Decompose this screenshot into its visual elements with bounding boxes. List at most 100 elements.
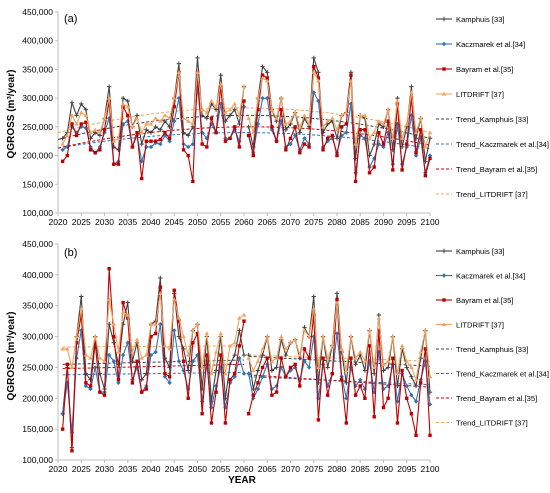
panel-b-y-axis-label: QGROSS (m³/year) — [6, 312, 17, 401]
panel-b-data-point — [419, 381, 423, 385]
panel-a-trend-line-4 — [57, 107, 431, 134]
panel-a-data-point — [167, 136, 172, 141]
panel-b-data-point — [102, 358, 107, 363]
panel-b-data-point — [363, 396, 367, 400]
panel-a-data-point — [283, 127, 289, 132]
panel-a-data-point — [60, 159, 65, 164]
panel-a-data-point — [218, 72, 223, 78]
panel-a-data-point — [372, 165, 376, 169]
panel-a-x-tick-label: 2055 — [211, 217, 230, 227]
panel-b-data-point — [367, 344, 372, 348]
panel-b-legend-swatch-marker — [441, 273, 447, 278]
panel-a-data-point — [130, 124, 135, 129]
panel-a-data-point — [306, 121, 312, 126]
panel-b-data-point — [344, 368, 349, 373]
panel-a-data-point — [93, 151, 97, 155]
panel-a-series-line-4 — [62, 72, 245, 145]
panel-a-legend-swatch-marker — [441, 91, 447, 96]
panel-a-data-point — [386, 119, 390, 123]
panel-b-x-tick-label: 2070 — [281, 464, 300, 474]
panel-b-series-line-1 — [62, 277, 245, 448]
panel-b-data-point — [190, 328, 196, 332]
panel-a-data-point — [195, 84, 200, 89]
panel-a-data-point — [302, 136, 307, 141]
panel-a-y-tick-label: 400,000 — [22, 36, 53, 46]
panel-a-data-point — [423, 173, 428, 178]
panel-b-data-point — [246, 412, 251, 416]
panel-a-series-line-3 — [62, 72, 245, 182]
panel-a-data-point — [265, 95, 270, 101]
panel-a-data-point — [293, 125, 297, 129]
panel-b-data-point — [302, 347, 307, 351]
panel-b-data-point — [88, 386, 93, 392]
panel-a-data-point — [112, 162, 116, 166]
panel-a-data-point — [269, 107, 275, 112]
panel-a-data-point — [385, 107, 391, 112]
panel-a-data-point — [148, 144, 154, 150]
panel-a-data-point — [204, 116, 209, 121]
panel-a-data-point — [125, 98, 130, 104]
panel-b-data-point — [223, 421, 228, 425]
panel-b-data-point — [274, 355, 279, 360]
panel-a-data-point — [339, 113, 344, 117]
panel-b-data-point — [256, 381, 260, 385]
panel-b-legend-label: Trend_LITDRIFT [37] — [456, 419, 528, 428]
panel-b-data-point — [65, 346, 70, 351]
panel-b-data-point — [107, 266, 111, 271]
panel-b-data-point — [283, 346, 289, 351]
panel-a-data-point — [391, 168, 395, 172]
panel-a-data-point — [334, 127, 340, 132]
panel-a-data-point — [241, 84, 247, 89]
panel-a-data-point — [427, 130, 433, 135]
panel-b-data-point — [120, 309, 126, 314]
panel-a-x-tick-label: 2040 — [142, 217, 161, 227]
panel-a-data-point — [102, 115, 107, 120]
panel-b-data-point — [181, 334, 186, 339]
panel-b-data-point — [311, 306, 316, 311]
panel-a-legend-label: Trend_Kamphuis [33] — [456, 115, 528, 124]
panel-a-data-point — [381, 144, 386, 150]
panel-b-data-point — [158, 291, 163, 295]
panel-b-legend-item-3: Bayram et al.[35] — [436, 296, 513, 305]
panel-a-data-point — [427, 153, 433, 158]
panel-b-data-point — [293, 362, 297, 367]
panel-b-trend-line-2 — [62, 371, 245, 376]
panel-b-data-point — [334, 291, 340, 296]
panel-a-data-point — [126, 113, 130, 118]
panel-b-data-point — [344, 396, 349, 401]
panel-b-x-axis-label: YEAR — [228, 475, 257, 486]
panel-a-series-line-2 — [248, 90, 431, 173]
panel-b-data-point — [242, 319, 246, 323]
panel-b-data-point — [270, 393, 274, 397]
panel-a-legend-label: Kaczmarek et al.[34] — [456, 40, 525, 49]
panel-a-x-tick-label: 2075 — [304, 217, 323, 227]
panel-b-data-point — [404, 365, 409, 370]
panel-a-data-point — [413, 153, 419, 158]
panel-b-legend-label: Trend_Bayram et al.[35] — [456, 394, 537, 403]
panel-a-data-point — [69, 113, 75, 117]
panel-a-y-tick-label: 450,000 — [22, 7, 53, 17]
panel-a-data-point — [260, 73, 265, 77]
panel-b-data-point — [423, 347, 428, 351]
panel-a-data-point — [228, 136, 232, 141]
panel-b-data-point — [265, 334, 270, 339]
panel-a-data-point — [339, 125, 344, 129]
panel-a-data-point — [316, 76, 321, 80]
panel-a-data-point — [186, 144, 191, 150]
panel-b-data-point — [218, 331, 223, 336]
panel-b-data-point — [251, 393, 255, 397]
panel-b-data-point — [367, 328, 372, 332]
panel-b-legend-item-5: Trend_Kamphuis [33] — [436, 345, 528, 354]
panel-a-x-tick-label: 2045 — [165, 217, 184, 227]
panel-a-y-tick-label: 150,000 — [22, 179, 53, 189]
panel-a-data-point — [251, 130, 256, 135]
panel-a-data-point — [125, 104, 130, 109]
panel-a-data-point — [232, 101, 237, 106]
panel-b-data-point — [269, 368, 275, 373]
panel-a-data-point — [284, 148, 288, 152]
panel-a-data-point — [158, 127, 163, 132]
panel-a-data-point — [116, 136, 121, 140]
panel-a-data-point — [372, 130, 377, 135]
panel-b-data-point — [385, 365, 391, 370]
panel-a-data-point — [297, 130, 302, 135]
